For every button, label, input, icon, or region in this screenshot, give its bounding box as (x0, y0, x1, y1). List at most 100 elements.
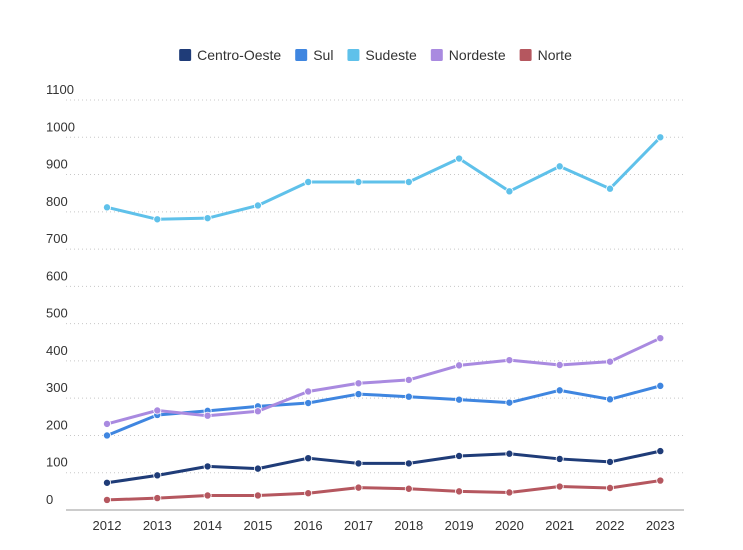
y-tick-label: 100 (46, 455, 68, 470)
data-point-sul[interactable] (555, 386, 564, 395)
data-point-sul[interactable] (304, 399, 313, 408)
y-tick-label: 900 (46, 157, 68, 172)
data-point-centro-oeste[interactable] (606, 457, 615, 466)
series-points (103, 133, 665, 504)
series-lines (105, 135, 662, 502)
data-point-sudeste[interactable] (103, 203, 112, 212)
data-point-norte[interactable] (656, 476, 665, 485)
data-point-nordeste[interactable] (253, 407, 262, 416)
data-point-nordeste[interactable] (555, 361, 564, 370)
data-point-norte[interactable] (203, 491, 212, 500)
y-tick-label: 0 (46, 492, 53, 507)
data-point-sul[interactable] (455, 395, 464, 404)
data-point-centro-oeste[interactable] (555, 454, 564, 463)
data-point-norte[interactable] (555, 482, 564, 491)
legend-label-nordeste: Nordeste (449, 47, 506, 63)
legend-swatch-nordeste (430, 49, 443, 61)
x-tick-label: 2017 (344, 518, 373, 533)
data-point-centro-oeste[interactable] (153, 471, 162, 480)
legend-swatch-centro-oeste (179, 49, 192, 61)
legend-label-norte: Norte (538, 47, 572, 63)
data-point-nordeste[interactable] (505, 356, 514, 365)
legend-item-sul[interactable]: Sul (295, 47, 333, 63)
data-point-sudeste[interactable] (656, 133, 665, 142)
data-point-sul[interactable] (404, 392, 413, 401)
legend-item-norte[interactable]: Norte (519, 47, 572, 63)
data-point-nordeste[interactable] (153, 406, 162, 415)
data-point-nordeste[interactable] (103, 419, 112, 428)
data-point-sudeste[interactable] (505, 187, 514, 196)
data-point-sudeste[interactable] (304, 177, 313, 186)
x-tick-label: 2015 (243, 518, 272, 533)
data-point-norte[interactable] (354, 483, 363, 492)
data-point-norte[interactable] (455, 487, 464, 496)
legend-item-nordeste[interactable]: Nordeste (430, 47, 506, 63)
data-point-centro-oeste[interactable] (505, 449, 514, 458)
x-tick-label: 2020 (495, 518, 524, 533)
data-point-nordeste[interactable] (455, 361, 464, 370)
data-point-sudeste[interactable] (203, 214, 212, 223)
data-point-nordeste[interactable] (304, 387, 313, 396)
y-tick-label: 500 (46, 306, 68, 321)
data-point-sudeste[interactable] (555, 162, 564, 171)
x-tick-label: 2012 (93, 518, 122, 533)
legend-item-centro-oeste[interactable]: Centro-Oeste (179, 47, 281, 63)
data-point-nordeste[interactable] (354, 379, 363, 388)
data-point-norte[interactable] (304, 489, 313, 498)
data-point-sudeste[interactable] (253, 201, 262, 210)
data-point-sul[interactable] (103, 431, 112, 440)
data-point-sul[interactable] (354, 390, 363, 399)
y-tick-label: 700 (46, 231, 68, 246)
data-point-centro-oeste[interactable] (455, 451, 464, 460)
legend-item-sudeste[interactable]: Sudeste (347, 47, 417, 63)
y-axis: 0 100 200 300 400 500 600 700 800 900 1000 1100 (46, 82, 75, 507)
data-point-nordeste[interactable] (606, 357, 615, 366)
x-tick-label: 2016 (294, 518, 323, 533)
series-line-centro-oeste (105, 449, 662, 485)
data-point-centro-oeste[interactable] (354, 459, 363, 468)
data-point-norte[interactable] (404, 484, 413, 493)
y-tick-label: 300 (46, 380, 68, 395)
data-point-centro-oeste[interactable] (103, 478, 112, 487)
legend-label-sul: Sul (313, 47, 333, 63)
x-tick-label: 2019 (445, 518, 474, 533)
data-point-centro-oeste[interactable] (404, 459, 413, 468)
legend-swatch-norte (519, 49, 532, 61)
data-point-sul[interactable] (656, 381, 665, 390)
data-point-sul[interactable] (606, 395, 615, 404)
data-point-nordeste[interactable] (404, 375, 413, 384)
data-point-sul[interactable] (505, 398, 514, 407)
data-point-centro-oeste[interactable] (656, 447, 665, 456)
x-tick-label: 2013 (143, 518, 172, 533)
series-line-sul (105, 384, 662, 437)
data-point-norte[interactable] (505, 488, 514, 497)
data-point-centro-oeste[interactable] (203, 462, 212, 471)
y-tick-label: 1000 (46, 119, 75, 134)
data-point-sudeste[interactable] (606, 184, 615, 193)
data-point-sudeste[interactable] (153, 215, 162, 224)
series-line-nordeste (105, 336, 662, 426)
legend-label-sudeste: Sudeste (365, 47, 417, 63)
y-tick-label: 800 (46, 194, 68, 209)
data-point-norte[interactable] (253, 491, 262, 500)
legend-swatch-sudeste (347, 49, 360, 61)
y-tick-label: 1100 (46, 82, 74, 97)
data-point-norte[interactable] (103, 495, 112, 504)
x-tick-label: 2018 (394, 518, 423, 533)
data-point-centro-oeste[interactable] (253, 464, 262, 473)
legend-label-centro-oeste: Centro-Oeste (197, 47, 281, 63)
data-point-norte[interactable] (606, 484, 615, 493)
gridlines (66, 99, 684, 474)
x-tick-label: 2022 (596, 518, 625, 533)
data-point-norte[interactable] (153, 494, 162, 503)
data-point-sudeste[interactable] (354, 177, 363, 186)
series-line-sudeste (105, 135, 662, 221)
x-axis: 2012 2013 2014 2015 2016 2017 2018 2019 2020 2021… (66, 509, 684, 533)
data-point-sudeste[interactable] (404, 177, 413, 186)
data-point-sudeste[interactable] (455, 154, 464, 163)
data-point-nordeste[interactable] (656, 334, 665, 343)
data-point-centro-oeste[interactable] (304, 454, 313, 463)
x-tick-label: 2014 (193, 518, 222, 533)
data-point-nordeste[interactable] (203, 411, 212, 420)
